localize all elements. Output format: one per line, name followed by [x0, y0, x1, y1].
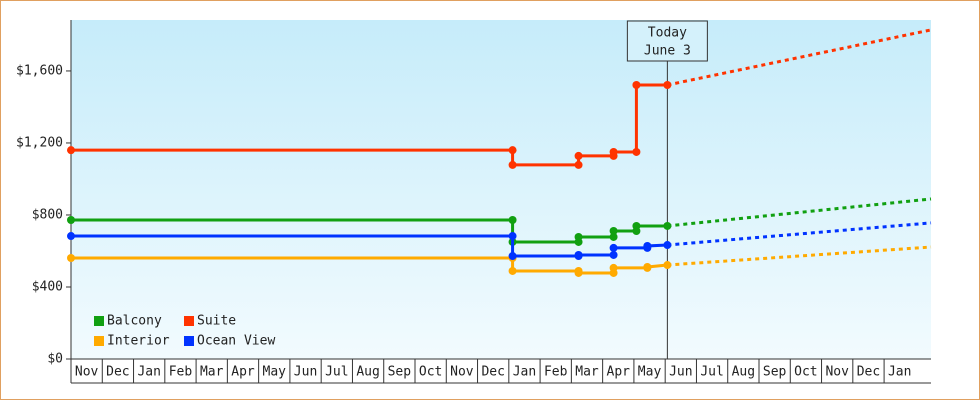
price-point — [632, 147, 641, 156]
x-tick-label: Feb — [544, 365, 568, 380]
price-line — [71, 83, 668, 167]
x-tick-label: Jul — [325, 365, 348, 380]
price-point — [609, 147, 618, 156]
legend-swatch — [94, 316, 104, 326]
x-tick-label: Nov — [825, 365, 849, 380]
legend-label: Interior — [107, 334, 170, 349]
x-tick-label: Dec — [481, 365, 504, 380]
x-tick-label: Jan — [888, 365, 911, 380]
price-point — [508, 266, 517, 275]
x-tick-label: Dec — [106, 365, 129, 380]
x-tick-label: Sep — [763, 365, 787, 380]
x-tick-label: Mar — [575, 365, 599, 380]
price-point — [508, 232, 517, 241]
x-tick-label: Jan — [137, 365, 160, 380]
today-label: Today — [648, 26, 687, 41]
price-point — [67, 216, 75, 225]
price-point — [574, 232, 583, 241]
y-tick-label: $800 — [32, 207, 63, 222]
legend-label: Balcony — [107, 314, 162, 329]
price-point — [609, 226, 618, 235]
plot-area — [71, 20, 931, 359]
y-tick-label: $1,200 — [16, 135, 63, 150]
price-point — [574, 250, 583, 259]
price-point — [663, 261, 672, 270]
x-tick-label: Aug — [356, 365, 379, 380]
today-box — [626, 20, 708, 62]
x-tick-label: Jan — [513, 365, 536, 380]
legend-label: Suite — [197, 314, 236, 329]
price-point — [609, 250, 618, 259]
x-tick-label: Jun — [294, 365, 317, 380]
price-point — [609, 232, 618, 241]
price-point — [508, 252, 517, 261]
x-tick-label: Mar — [200, 365, 224, 380]
price-point — [609, 263, 618, 272]
x-tick-label: Jun — [669, 365, 692, 380]
x-tick-label: Feb — [169, 365, 193, 380]
x-tick-label: Jul — [700, 365, 723, 380]
price-point — [67, 146, 75, 155]
legend-swatch — [94, 336, 104, 346]
x-tick-label: Apr — [607, 365, 631, 380]
x-tick-label: Oct — [419, 365, 442, 380]
price-point — [574, 268, 583, 277]
y-tick-label: $1,600 — [16, 63, 63, 78]
price-point — [67, 232, 75, 241]
price-point — [609, 243, 618, 252]
x-tick-label: May — [638, 365, 662, 380]
legend-swatch — [184, 316, 194, 326]
x-tick-label: Apr — [231, 365, 255, 380]
price-point — [508, 146, 517, 155]
price-point — [643, 263, 652, 272]
projection-line — [667, 28, 932, 87]
x-tick-label: Sep — [388, 365, 412, 380]
price-point — [643, 241, 652, 250]
price-point — [67, 254, 75, 263]
price-point — [508, 216, 517, 225]
legend-label: Ocean View — [197, 334, 275, 349]
price-point — [632, 221, 641, 230]
y-tick-label: $0 — [47, 352, 63, 367]
x-tick-label: Dec — [857, 365, 880, 380]
y-tick-label: $400 — [32, 279, 63, 294]
price-point — [574, 151, 583, 160]
price-point — [663, 221, 672, 230]
price-point — [663, 241, 672, 250]
price-point — [574, 160, 583, 169]
legend-swatch — [184, 336, 194, 346]
price-point — [508, 160, 517, 169]
x-tick-label: Oct — [794, 365, 817, 380]
today-label: June 3 — [644, 44, 691, 59]
x-tick-label: Nov — [450, 365, 474, 380]
price-point — [632, 80, 641, 89]
x-tick-label: Aug — [732, 365, 755, 380]
price-point — [663, 80, 672, 89]
x-tick-label: May — [263, 365, 287, 380]
x-tick-label: Nov — [75, 365, 99, 380]
